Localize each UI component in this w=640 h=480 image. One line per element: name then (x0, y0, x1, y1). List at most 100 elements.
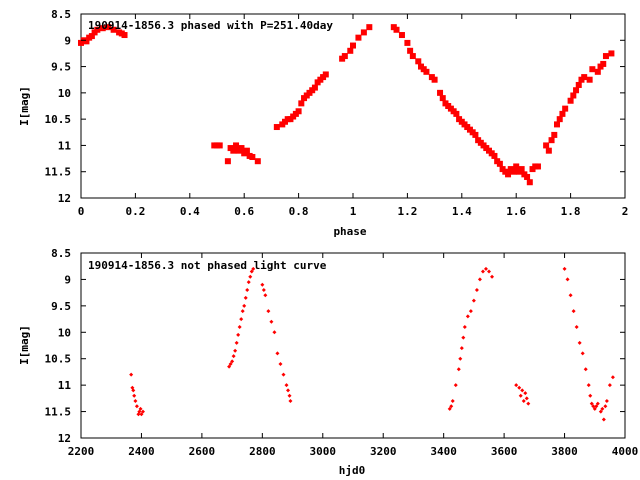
data-point (350, 42, 356, 49)
data-point (251, 266, 256, 271)
data-point (295, 108, 302, 115)
data-point (483, 266, 488, 271)
data-point (407, 47, 414, 54)
plot-frame (80, 252, 626, 439)
data-point (228, 362, 233, 366)
data-point (581, 74, 588, 81)
data-point (366, 24, 373, 31)
y-axis-ticks: 8.5 9 9.5 10 10.5 11 11.5 12 (45, 8, 625, 205)
data-point (246, 280, 251, 285)
data-point (554, 121, 560, 128)
data-point (551, 131, 558, 138)
y-tick-label: 9.5 (51, 61, 71, 74)
data-point (439, 95, 446, 102)
data-point (133, 399, 138, 403)
data-point (586, 383, 591, 388)
phased-light-curve-panel: 0 0.2 0.4 0.6 0.8 1 1.2 1.4 1.6 1.8 2 8.5 9 9.5 10 10.… (18, 8, 628, 238)
data-point (505, 171, 512, 178)
y-axis-label: I[mag] (18, 86, 31, 126)
data-point (603, 404, 608, 409)
data-point (140, 409, 145, 414)
x-tick-label: 2200 (68, 445, 95, 458)
y-tick-label: 11.5 (45, 406, 72, 419)
y-tick-label: 11 (58, 139, 72, 152)
data-point (586, 76, 593, 83)
data-point (83, 38, 90, 45)
data-point (562, 105, 569, 112)
data-point (288, 399, 293, 403)
data-point (238, 145, 245, 152)
data-point (398, 32, 405, 39)
data-point (393, 26, 400, 33)
data-point (487, 269, 491, 274)
data-point (409, 53, 416, 60)
x-tick-label: 3400 (430, 445, 457, 458)
data-point (594, 404, 599, 409)
data-point (610, 375, 615, 380)
data-point (347, 47, 354, 54)
y-tick-label: 11.5 (45, 166, 72, 179)
data-point (233, 142, 240, 149)
data-point (465, 314, 470, 319)
data-point (281, 372, 286, 377)
data-point (415, 58, 422, 65)
data-point (604, 399, 609, 403)
x-tick-label: 0 (78, 205, 85, 218)
data-point (518, 166, 525, 173)
data-point (248, 274, 253, 279)
data-point (121, 32, 128, 39)
x-tick-label: 0.4 (180, 205, 200, 218)
data-point (99, 25, 106, 32)
y-tick-label: 9 (64, 273, 71, 286)
x-tick-label: 3600 (491, 445, 518, 458)
data-point (237, 325, 242, 329)
data-point (450, 399, 455, 403)
x-tick-label: 1.4 (452, 205, 472, 218)
data-point (594, 68, 601, 75)
data-point (607, 383, 612, 388)
data-point (233, 348, 238, 353)
data-point (311, 84, 318, 91)
data-point (480, 269, 485, 274)
data-point (526, 179, 533, 186)
data-point (242, 303, 247, 308)
data-point (227, 364, 232, 369)
data-point (230, 147, 237, 154)
data-point (134, 404, 139, 409)
data-point (491, 152, 498, 159)
data-point (520, 388, 525, 393)
data-point (571, 309, 576, 314)
y-tick-label: 10.5 (45, 113, 72, 126)
data-point (510, 168, 517, 175)
data-point (447, 406, 452, 411)
phased-data-points (78, 24, 615, 186)
x-tick-label: 0.2 (125, 205, 145, 218)
data-point (266, 309, 271, 314)
y-axis-ticks: 8.5 9 9.5 10 10.5 11 11.5 12 (45, 247, 625, 445)
data-point (278, 362, 283, 366)
data-point (449, 404, 454, 409)
data-point (462, 325, 467, 329)
data-point (88, 33, 95, 40)
data-point (453, 110, 460, 117)
y-tick-label: 10 (58, 326, 71, 339)
data-point (575, 81, 582, 88)
data-point (568, 293, 573, 298)
data-point (588, 393, 593, 398)
data-point (543, 142, 550, 149)
unphased-light-curve-panel: 2200 2400 2600 2800 3000 3200 3400 3600 3800 4000… (18, 247, 638, 477)
data-point (526, 401, 531, 406)
x-tick-label: 1.2 (397, 205, 417, 218)
data-point (583, 367, 588, 372)
y-tick-label: 10 (58, 87, 71, 100)
data-point (322, 71, 329, 78)
x-tick-label: 3000 (310, 445, 337, 458)
data-point (138, 406, 143, 411)
data-point (548, 137, 555, 144)
data-point (243, 295, 248, 300)
x-tick-label: 2600 (189, 445, 216, 458)
data-point (272, 330, 277, 335)
data-point (456, 367, 461, 372)
unphased-data-points (129, 266, 615, 422)
data-point (545, 147, 552, 154)
